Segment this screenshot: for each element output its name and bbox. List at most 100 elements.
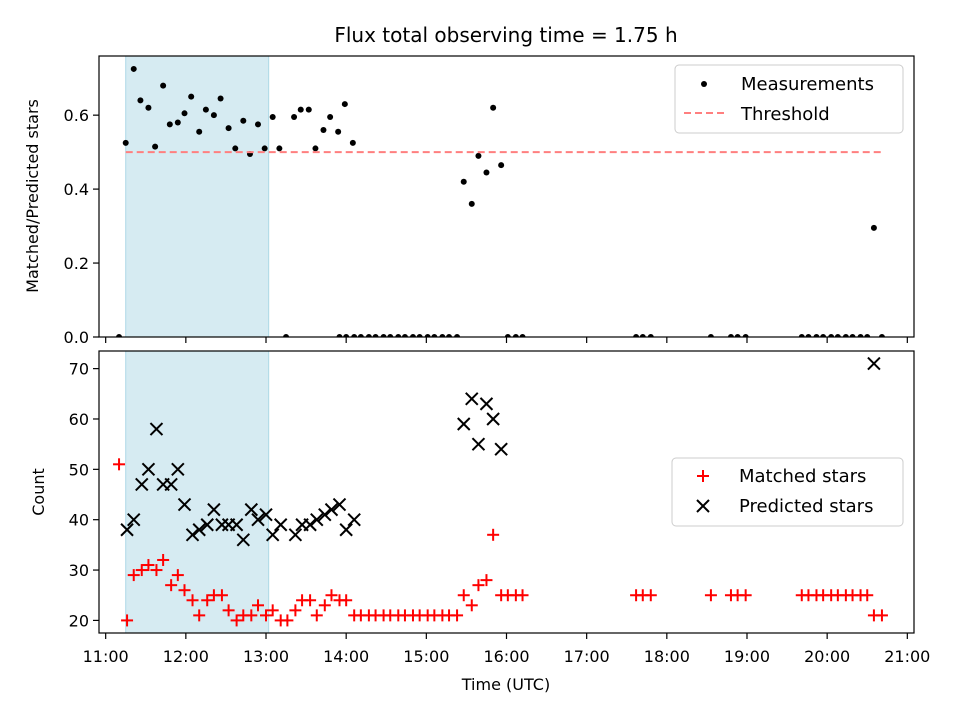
measurement-point [240, 117, 247, 124]
matched-star-point [121, 614, 134, 627]
measurement-point [269, 114, 276, 121]
matched-star-point [644, 589, 657, 602]
measurement-point [291, 114, 298, 121]
predicted-star-point [273, 518, 288, 532]
predicted-star-point [164, 477, 178, 492]
predicted-star-point [171, 462, 185, 477]
measurement-point [387, 334, 394, 337]
bottom-axis-ticks: 20 30 40 50 60 70 11:00 12:00 13:00 14:00 15:00 16:… [69, 360, 931, 666]
measurement-point [813, 334, 820, 337]
matched-star-point [451, 609, 464, 622]
measurement-point [431, 334, 438, 337]
bottom-plot-area [113, 351, 888, 633]
y-tick-label: 50 [69, 460, 89, 479]
matched-star-point [150, 564, 163, 577]
measurement-point [519, 334, 526, 337]
predicted-star-point [457, 417, 471, 431]
measurement-point [130, 65, 137, 72]
predicted-star-point [135, 477, 149, 492]
x-tick-label: 11:00 [83, 647, 129, 666]
top-y-axis-label: Matched/Predicted stars [23, 99, 42, 293]
y-tick-label: 0.0 [64, 328, 89, 347]
measurement-point [380, 334, 387, 337]
matched-star-point [157, 553, 170, 566]
measurement-point [336, 334, 343, 337]
measurement-point [312, 145, 319, 152]
predicted-star-point [318, 507, 332, 522]
matched-star-point [704, 589, 717, 602]
bottom-legend-box [671, 457, 904, 527]
measurement-point [416, 334, 423, 337]
predicted-star-point [486, 412, 500, 426]
measurement-point [475, 152, 482, 159]
measurement-point [225, 125, 232, 132]
predicted-star-point [192, 523, 206, 537]
y-tick-label: 70 [69, 360, 89, 379]
measurement-point [820, 334, 827, 337]
measurement-point [504, 334, 511, 337]
measurement-point [196, 128, 203, 135]
measurement-point [297, 106, 304, 113]
predicted-star-point [339, 523, 353, 537]
measurement-point [145, 104, 152, 111]
predicted-star-point [324, 502, 339, 517]
predicted-star-point [149, 422, 164, 436]
measurement-point [842, 334, 849, 337]
measurement-point [401, 334, 408, 337]
matched-star-point [340, 594, 353, 607]
y-tick-label: 0.4 [64, 180, 89, 199]
predicted-star-point [236, 533, 251, 547]
matched-star-point [142, 559, 155, 572]
measurement-point [707, 334, 714, 337]
measurement-point [160, 82, 167, 89]
matched-star-point [472, 579, 485, 592]
measurement-point [174, 119, 181, 126]
measurement-point [498, 162, 505, 169]
measurement-point [210, 112, 217, 119]
predicted-star-point [288, 528, 303, 542]
measurement-point [365, 334, 372, 337]
matched-star-point [861, 589, 874, 602]
matched-star-point [487, 528, 500, 541]
y-tick-label: 0.2 [64, 254, 89, 273]
matched-star-point [516, 589, 529, 602]
x-tick-label: 18:00 [644, 647, 690, 666]
legend-measurements-label: Measurements [741, 74, 874, 95]
y-tick-label: 0.6 [64, 106, 89, 125]
measurement-point [864, 334, 871, 337]
measurement-point [395, 334, 402, 337]
predicted-star-point [244, 502, 259, 517]
matched-star-point [289, 604, 302, 617]
measurement-point [232, 145, 239, 152]
x-tick-label: 15:00 [403, 647, 449, 666]
x-axis-label: Time (UTC) [461, 675, 550, 694]
top-axis-ticks: 0.0 0.2 0.4 0.6 [64, 106, 908, 347]
top-legend-box [674, 64, 904, 134]
bottom-y-axis-label: Count [29, 468, 48, 516]
matched-star-point [127, 569, 140, 582]
measurement-point [181, 110, 188, 117]
measurement-point [166, 121, 173, 128]
bottom-panel: Count Time (UTC) 20 30 40 50 60 70 11:00 12:00 1… [29, 350, 931, 694]
measurement-point [349, 139, 356, 146]
measurement-point [372, 334, 379, 337]
measurement-point [727, 334, 734, 337]
matched-star-point [165, 579, 178, 592]
predicted-star-point [303, 518, 317, 532]
measurement-point [409, 334, 416, 337]
measurement-point [327, 114, 334, 121]
measurement-point [805, 334, 812, 337]
measurement-point [639, 334, 646, 337]
predicted-star-point [310, 512, 324, 527]
y-tick-label: 40 [69, 511, 89, 530]
matched-star-point [260, 609, 273, 622]
measurement-point [468, 200, 475, 207]
measurement-point [335, 128, 342, 135]
matched-star-point [193, 609, 206, 622]
matched-star-point [230, 614, 243, 627]
measurement-point [870, 224, 877, 231]
predicted-star-point [465, 392, 479, 406]
predicted-star-point [471, 437, 486, 451]
measurement-point [137, 97, 144, 104]
y-tick-label: 30 [69, 561, 89, 580]
